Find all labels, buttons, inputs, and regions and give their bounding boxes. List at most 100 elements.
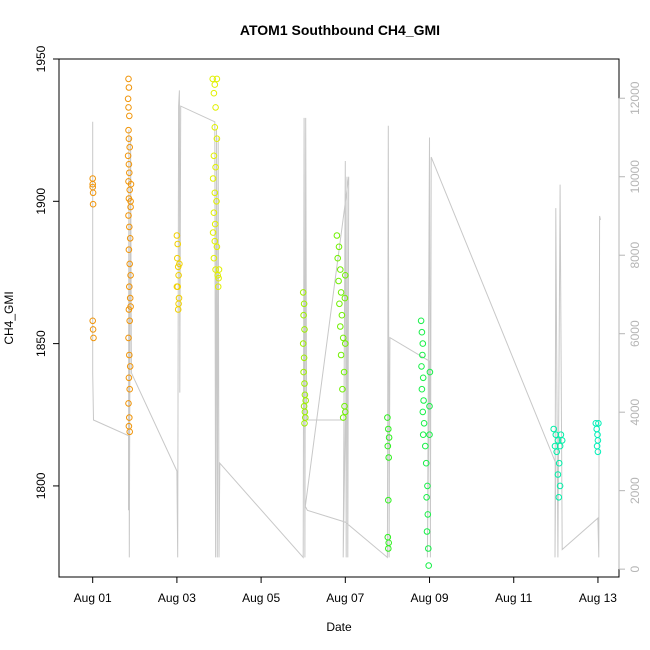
ch4-point <box>300 300 308 308</box>
x-tick-label: Aug 07 <box>326 591 364 605</box>
ch4-point <box>211 220 219 228</box>
ch4-point <box>299 289 307 296</box>
ch4-point <box>300 368 307 376</box>
ch4-point <box>551 442 559 450</box>
ch4-series-flight-8 <box>550 425 566 501</box>
ch4-point <box>209 229 217 236</box>
ch4-point <box>126 112 133 120</box>
ch4-point <box>385 425 392 433</box>
ch4-series-flight-2 <box>173 232 183 313</box>
ch4-point <box>301 380 308 387</box>
ch4-point <box>418 363 425 370</box>
ch4-point <box>89 189 97 197</box>
ch4-point <box>125 84 133 91</box>
ch4-point <box>126 317 133 325</box>
ch4-point <box>419 340 427 347</box>
ch4-point <box>213 135 221 142</box>
ch4-point <box>335 243 343 251</box>
ch4-point <box>553 448 561 456</box>
ch4-point <box>209 175 217 182</box>
ch4-point <box>125 212 132 219</box>
x-tick-label: Aug 11 <box>495 591 532 605</box>
ch4-series-flight-3 <box>209 75 223 291</box>
ch4-point <box>213 75 221 83</box>
y-axis-right: 0 2000 4000 6000 8000 10000 12000 <box>618 81 642 572</box>
ch4-point <box>419 374 427 382</box>
chart-title: ATOM1 Southbound CH4_GMI <box>240 22 440 38</box>
ch4-point <box>125 135 133 142</box>
ch4-point <box>127 303 134 310</box>
ch4-point <box>339 414 347 421</box>
ch4-point <box>423 494 430 501</box>
ch4-point <box>211 124 219 131</box>
ch4-point <box>126 169 133 177</box>
ch4-series-flight-6 <box>384 414 393 552</box>
ch4-point <box>174 254 181 262</box>
ch4-point <box>211 189 219 197</box>
ch4-point <box>420 420 428 427</box>
ch4-point <box>426 402 433 410</box>
ch4-point <box>337 289 345 296</box>
ch4-point <box>214 283 222 291</box>
ch4-point <box>301 326 308 333</box>
y2-tick-label: 2000 <box>628 477 642 504</box>
ch4-point <box>126 428 133 436</box>
ch4-point <box>338 311 346 319</box>
ch4-point <box>299 340 307 347</box>
y2-tick-label: 8000 <box>628 242 642 269</box>
x-tick-label: Aug 09 <box>411 591 449 605</box>
ch4-point <box>419 431 427 439</box>
ch4-point <box>340 368 348 376</box>
ch4-point <box>336 300 343 308</box>
ch4-point <box>341 294 349 302</box>
ch4-point <box>127 198 134 205</box>
ch4-point <box>424 482 431 490</box>
ch4-point <box>215 266 223 273</box>
ch4-point <box>556 442 564 450</box>
ch4-point <box>126 235 134 242</box>
ch4-point <box>385 545 392 552</box>
ch4-point <box>126 363 134 370</box>
ch4-point <box>422 459 430 467</box>
ch4-point <box>125 161 133 168</box>
x-tick-label: Aug 13 <box>579 591 617 605</box>
ch4-point <box>385 434 393 441</box>
ch4-point <box>125 374 133 382</box>
ch4-point <box>555 459 563 467</box>
y-tick-label: 1950 <box>34 45 48 72</box>
ch4-point <box>301 420 308 427</box>
ch4-point <box>126 143 133 151</box>
ch4-series-flight-5 <box>333 232 349 421</box>
ch4-point <box>339 385 346 393</box>
ch4-point <box>554 471 562 478</box>
ch4-point <box>301 408 309 416</box>
ch4-point <box>209 75 216 83</box>
ch4-point <box>210 254 218 262</box>
ch4-point <box>425 545 432 552</box>
ch4-point <box>425 562 433 569</box>
ch4-point <box>550 425 558 433</box>
ch4-point <box>555 494 563 501</box>
ch4-point <box>125 104 132 111</box>
ch4-point <box>385 454 393 461</box>
ch4-point <box>174 240 181 248</box>
ch4-series-flight-1 <box>89 75 135 436</box>
ch4-point <box>418 385 426 393</box>
ch4-point <box>418 328 426 336</box>
ch4-point <box>384 442 392 450</box>
ch4-point <box>125 400 132 407</box>
plot-frame <box>58 58 620 578</box>
ch4-point <box>558 437 566 444</box>
ch4-scatter-layer <box>89 75 602 569</box>
ch4-point <box>126 414 133 421</box>
ch4-point <box>175 294 183 302</box>
ch4-point <box>90 334 97 342</box>
ch4-point <box>335 277 342 285</box>
altitude-track-layer <box>92 90 601 559</box>
ch4-point <box>126 186 133 194</box>
ch4-point <box>210 209 218 216</box>
ch4-point <box>127 180 135 188</box>
ch4-series-flight-9 <box>592 420 602 456</box>
ch4-point <box>174 263 182 271</box>
ch4-point <box>426 368 434 376</box>
